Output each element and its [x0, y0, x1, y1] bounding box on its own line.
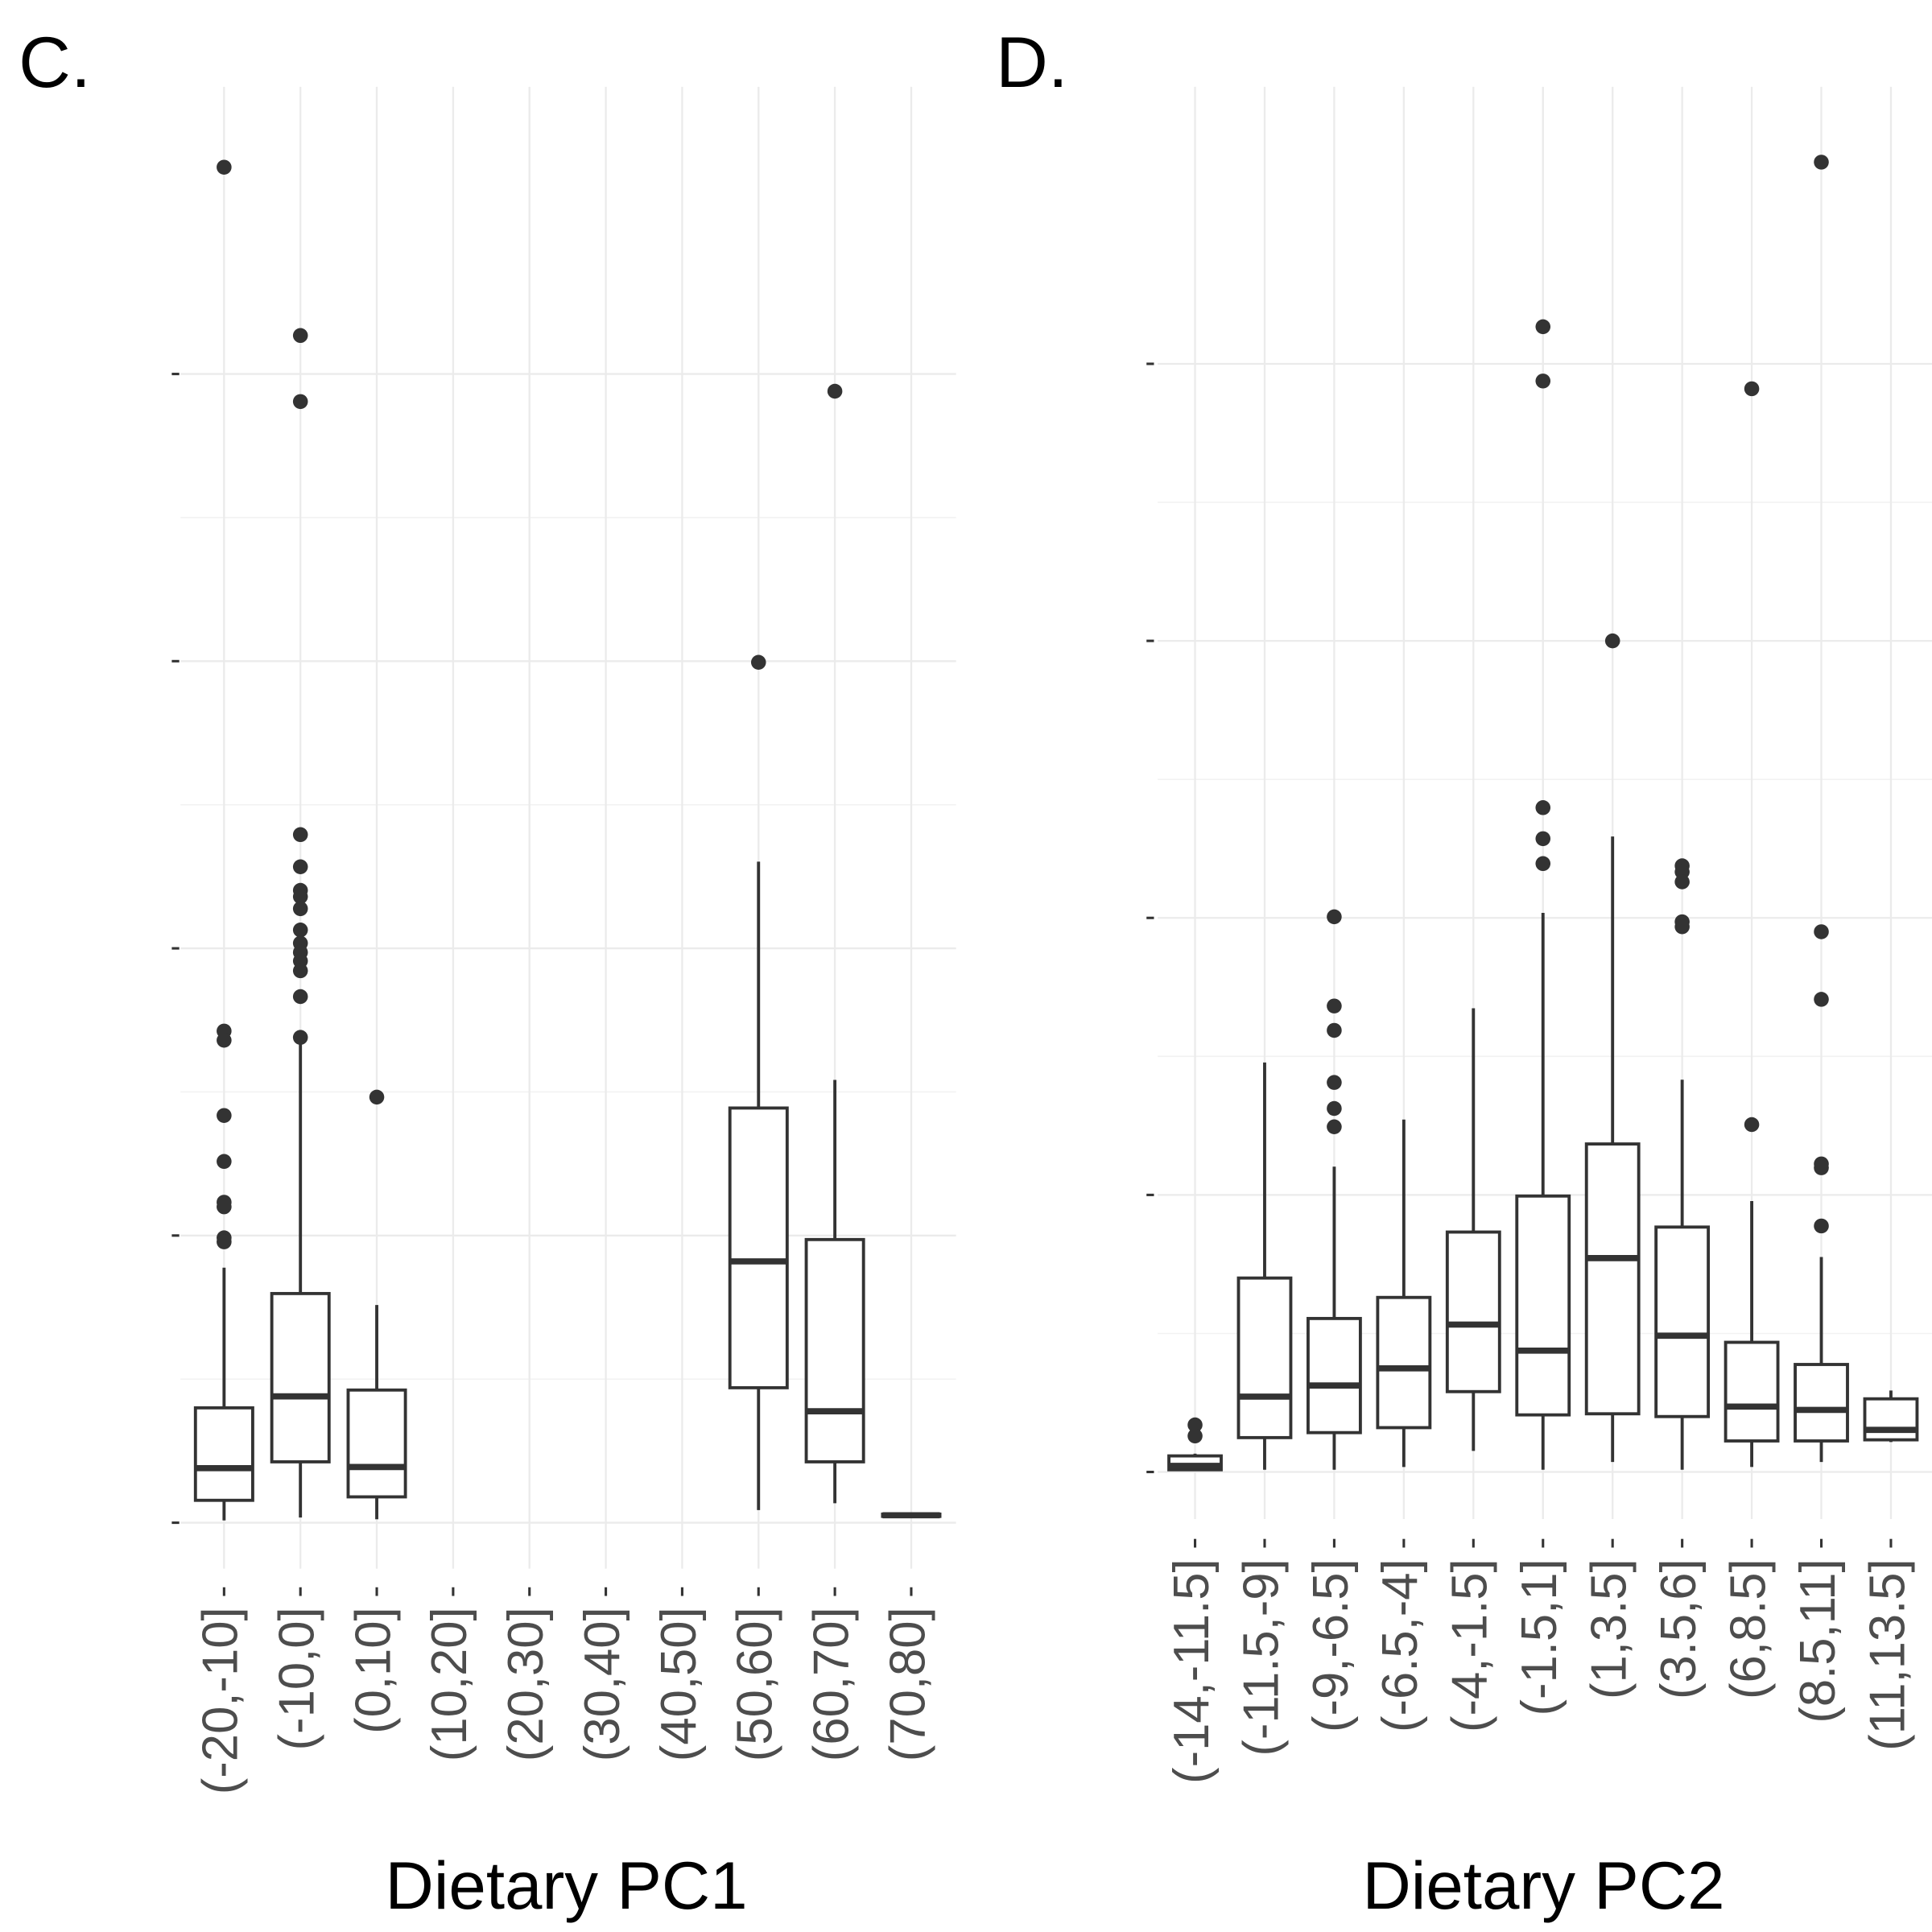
- outlier: [1604, 633, 1620, 649]
- box: [1515, 1194, 1571, 1417]
- box: [1376, 1295, 1432, 1430]
- x-tick-label: (0,10]: [345, 1607, 401, 1734]
- box: [1654, 1225, 1711, 1418]
- x-tick-label: (-1.5,1]: [1512, 1558, 1567, 1715]
- outlier: [827, 383, 843, 399]
- outlier: [1814, 1218, 1829, 1234]
- panel-label: D.: [996, 22, 1068, 102]
- x-tick-label: (50,60]: [728, 1607, 783, 1761]
- outlier: [1674, 919, 1690, 935]
- box: [346, 1388, 407, 1499]
- x-tick-label: (-20,-10]: [193, 1607, 249, 1794]
- outlier: [217, 1032, 232, 1048]
- outlier: [292, 394, 308, 410]
- box: [1236, 1276, 1293, 1439]
- outlier: [1535, 800, 1551, 815]
- outlier: [1327, 909, 1342, 925]
- panel-label: C.: [19, 22, 91, 102]
- x-axis-title: Dietary PC2: [1362, 1848, 1724, 1923]
- outlier: [217, 1154, 232, 1170]
- outlier: [292, 963, 308, 979]
- x-tick-label: (3.5,6]: [1651, 1558, 1707, 1699]
- outlier: [1744, 1117, 1760, 1133]
- x-tick-label: (1,3.5]: [1581, 1558, 1637, 1699]
- x-tick-label: (20,30]: [498, 1607, 554, 1761]
- box: [1584, 1142, 1641, 1416]
- outlier: [1327, 1119, 1342, 1134]
- outlier: [1814, 992, 1829, 1007]
- outlier: [1187, 1428, 1203, 1444]
- x-tick-label: (-10,0]: [269, 1607, 324, 1750]
- outlier: [1744, 381, 1760, 397]
- outlier: [292, 859, 308, 875]
- outlier: [217, 1234, 232, 1249]
- box: [804, 1237, 865, 1463]
- x-tick-label: (11,13.5]: [1860, 1558, 1915, 1751]
- outlier: [369, 1089, 385, 1105]
- outlier: [1814, 924, 1829, 939]
- outlier: [217, 1108, 232, 1123]
- outlier: [1814, 155, 1829, 170]
- outlier: [1535, 319, 1551, 335]
- box: [728, 1106, 789, 1389]
- box: [1794, 1363, 1849, 1443]
- outlier: [1535, 856, 1551, 872]
- outlier: [1327, 1100, 1342, 1117]
- x-tick-label: (10,20]: [422, 1607, 477, 1761]
- x-tick-label: (8.5,11]: [1790, 1558, 1846, 1723]
- x-tick-label: (70,80]: [880, 1607, 935, 1761]
- outlier: [1327, 1022, 1342, 1038]
- outlier: [292, 1030, 308, 1045]
- box: [1445, 1230, 1501, 1393]
- box: [193, 1406, 254, 1502]
- x-axis-title: Dietary PC1: [386, 1848, 748, 1923]
- x-tick-label: (-9,-6.5]: [1303, 1558, 1359, 1732]
- x-tick-label: (-4,-1.5]: [1443, 1558, 1498, 1732]
- outlier: [1535, 374, 1551, 389]
- x-tick-label: (-11.5,-9]: [1233, 1558, 1289, 1756]
- outlier: [292, 901, 308, 917]
- outlier: [1187, 1417, 1203, 1433]
- x-tick-label: (-6.5,-4]: [1373, 1558, 1428, 1732]
- x-tick-label: (30,40]: [575, 1607, 630, 1761]
- outlier: [217, 1199, 232, 1215]
- box: [1863, 1397, 1919, 1442]
- outlier: [292, 827, 308, 843]
- x-tick-label: (40,50]: [651, 1607, 707, 1761]
- outlier: [750, 654, 766, 670]
- outlier: [292, 923, 308, 938]
- box: [270, 1291, 331, 1463]
- outlier: [217, 159, 232, 175]
- outlier: [292, 889, 308, 905]
- outlier: [1327, 998, 1342, 1013]
- outlier: [1814, 1160, 1829, 1175]
- outlier: [1674, 874, 1690, 890]
- outlier: [292, 328, 308, 344]
- x-tick-label: (6,8.5]: [1720, 1558, 1776, 1699]
- box: [1307, 1316, 1362, 1435]
- x-tick-label: (60,70]: [803, 1607, 859, 1761]
- box: [1724, 1340, 1780, 1443]
- x-tick-label: (-14,-11.5]: [1164, 1558, 1220, 1784]
- outlier: [1327, 1075, 1342, 1090]
- outlier: [292, 989, 308, 1005]
- outlier: [1535, 831, 1551, 847]
